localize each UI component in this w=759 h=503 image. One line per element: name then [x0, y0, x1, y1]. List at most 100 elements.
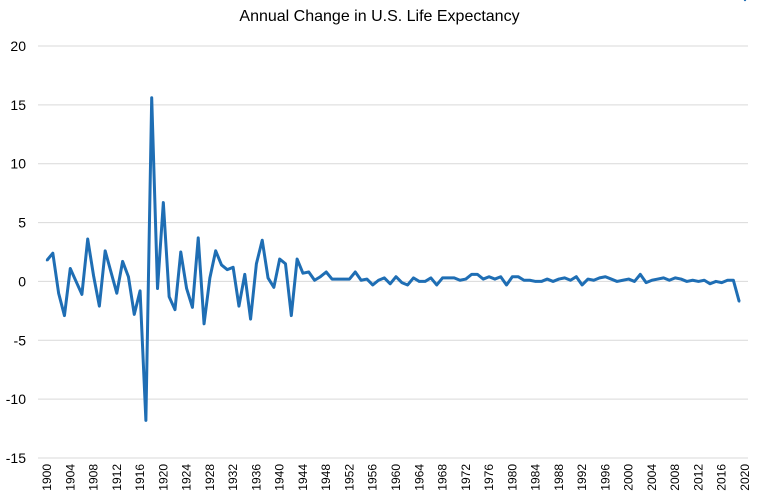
data-point [546, 277, 549, 281]
data-point [487, 275, 491, 278]
data-point [301, 271, 305, 275]
x-tick-label: 1908 [87, 464, 101, 491]
data-point [162, 201, 165, 204]
data-point [737, 300, 741, 303]
data-point [610, 277, 613, 281]
data-point [167, 295, 171, 298]
data-point [336, 277, 340, 281]
x-tick-label: 1932 [226, 464, 240, 491]
data-point [121, 260, 124, 263]
y-tick-label: 10 [10, 156, 26, 172]
data-point [342, 277, 345, 281]
data-point [330, 277, 334, 281]
data-point [703, 279, 706, 282]
data-point [325, 270, 328, 274]
x-tick-label: 1936 [249, 464, 263, 491]
data-point [261, 239, 264, 242]
data-point [627, 277, 630, 281]
data-point [359, 279, 363, 282]
series-line [45, 96, 741, 422]
data-point [237, 304, 241, 308]
x-tick-label: 1956 [366, 464, 380, 491]
data-point [458, 279, 462, 282]
data-point [639, 273, 642, 276]
data-point [429, 276, 433, 280]
x-tick-label: 1968 [436, 464, 450, 491]
data-point [476, 273, 479, 276]
data-point [313, 279, 316, 282]
data-point [482, 277, 485, 281]
x-tick-label: 1944 [296, 464, 310, 491]
data-point [621, 279, 625, 282]
x-tick-label: 2008 [668, 464, 682, 491]
x-tick-label: 2000 [622, 464, 636, 491]
y-axis-ticks: -15 -10 -5 0 5 10 15 20 [6, 38, 26, 466]
x-tick-label: 1960 [389, 464, 403, 491]
data-point [388, 282, 392, 285]
data-point [697, 280, 700, 283]
data-point [423, 280, 427, 283]
data-point [551, 280, 555, 283]
data-point [383, 276, 386, 280]
data-point [295, 257, 299, 261]
x-tick-label: 1984 [529, 464, 543, 491]
data-point [674, 276, 677, 280]
data-point [511, 275, 514, 278]
data-point [406, 283, 409, 287]
data-point [307, 270, 310, 274]
data-point [127, 275, 130, 278]
x-tick-label: 1952 [342, 464, 356, 491]
data-point [377, 279, 380, 282]
x-tick-label: 1972 [459, 464, 473, 491]
data-point [57, 292, 60, 295]
data-point [278, 257, 281, 261]
data-point [592, 279, 595, 282]
data-point [144, 419, 148, 422]
data-point [371, 283, 374, 287]
data-point [365, 277, 369, 281]
data-point [220, 263, 223, 267]
y-tick-label: 15 [10, 97, 26, 113]
data-point [74, 280, 78, 283]
data-point [633, 280, 636, 283]
x-tick-label: 1900 [40, 464, 54, 491]
data-point [499, 275, 502, 278]
data-point [249, 317, 252, 321]
data-point [505, 283, 508, 287]
data-point [691, 279, 694, 282]
x-tick-label: 2020 [738, 464, 752, 491]
data-point [133, 313, 136, 316]
data-point [685, 280, 689, 283]
data-point [69, 267, 72, 270]
x-tick-label: 1920 [156, 464, 170, 491]
x-tick-label: 1980 [505, 464, 519, 491]
y-tick-label: -10 [6, 391, 26, 407]
data-point [569, 279, 572, 282]
data-point [231, 266, 235, 269]
data-point [732, 279, 735, 282]
data-point [714, 280, 718, 283]
x-axis-ticks: 1900 1904 1908 1912 1916 1920 1924 1928 1932 1936… [40, 464, 752, 491]
data-point [243, 273, 246, 276]
data-point [644, 281, 648, 284]
data-point [98, 304, 101, 308]
x-tick-label: 1924 [180, 464, 194, 491]
data-point [138, 289, 142, 293]
data-point [586, 277, 590, 281]
data-point [394, 275, 398, 278]
data-point [80, 293, 84, 296]
x-tick-label: 1948 [319, 464, 333, 491]
y-tick-label: -5 [14, 332, 27, 348]
data-point [63, 314, 66, 317]
data-point [418, 280, 421, 283]
data-point [266, 276, 270, 280]
data-point [45, 259, 49, 262]
data-point [668, 279, 671, 282]
data-point [528, 279, 531, 282]
x-tick-label: 2012 [691, 464, 705, 491]
data-point [109, 270, 113, 274]
series-group [45, 0, 747, 422]
data-point [441, 276, 444, 280]
data-point [743, 0, 747, 2]
